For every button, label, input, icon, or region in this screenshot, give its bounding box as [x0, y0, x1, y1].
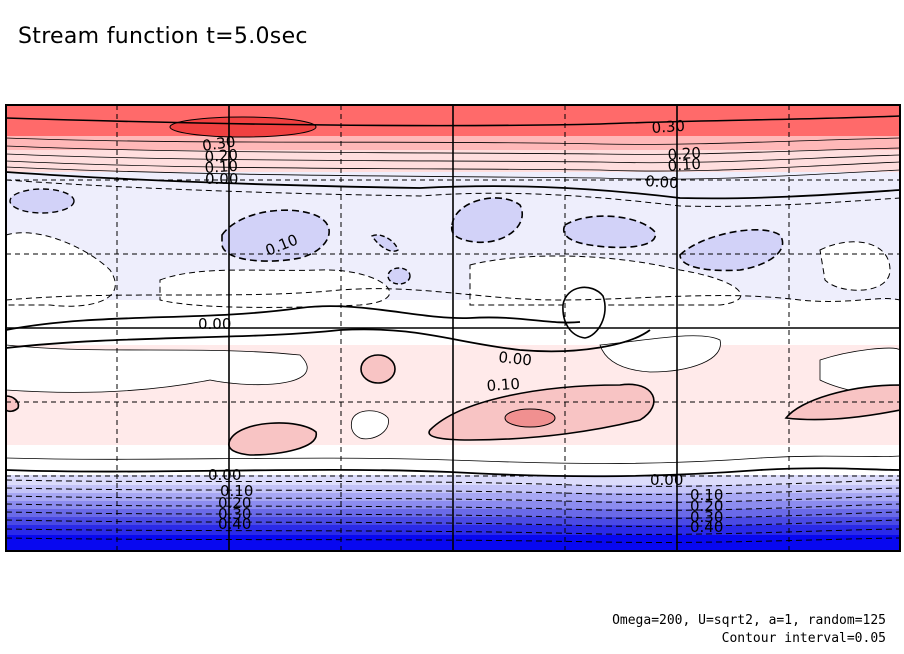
contour-top-0.15 — [6, 153, 900, 164]
zero-region-9 — [819, 347, 900, 396]
contour-label: 0.10 — [667, 155, 702, 175]
contour-label: 0.20 — [667, 144, 702, 164]
contour-label: 0.00 — [208, 466, 241, 484]
contour-label: 0.30 — [651, 117, 686, 137]
zero-region-1 — [6, 232, 116, 307]
contour-label: 0.40 — [690, 518, 723, 536]
contour-label: 0.20 — [690, 497, 723, 515]
contour-lower-0.05 — [6, 455, 900, 464]
contour-lower-neg0.25 — [6, 511, 900, 519]
neg-cell-1 — [9, 188, 75, 214]
neg-cell-7 — [370, 234, 399, 252]
contour-lower-neg0.20 — [6, 503, 900, 511]
pos-cell-6 — [6, 395, 20, 413]
pos-cell-3 — [228, 422, 317, 456]
contour-label: 0.20 — [218, 494, 251, 512]
contour-lower-0.00 — [6, 467, 900, 478]
max-cell — [169, 116, 317, 138]
contour-center-0.00-a — [6, 305, 581, 331]
zero-region-4 — [469, 255, 742, 306]
contour-label: 0.10 — [204, 157, 239, 177]
grid-major — [6, 105, 900, 551]
contour-top-0.20 — [6, 145, 900, 155]
neg-cell-6 — [387, 267, 411, 285]
contour-lower-neg0.05 — [6, 479, 900, 487]
contour-label: 0.00 — [205, 170, 238, 188]
contour-lower-neg0.40 — [6, 537, 900, 543]
pos-cell-2 — [504, 408, 556, 428]
contour-label: 0.10 — [486, 375, 521, 395]
contour-top-0.30 — [6, 115, 900, 127]
chart-title: Stream function t=5.0sec — [18, 24, 308, 49]
contour-top-0.05 — [6, 166, 900, 180]
plot-frame — [5, 104, 901, 552]
contour-label: 0.20 — [204, 146, 239, 166]
contour-lower-neg0.35 — [6, 528, 900, 535]
contour-lower-neg0.10 — [6, 487, 900, 495]
contour-label: 0.10 — [690, 486, 723, 504]
zero-region-8 — [350, 410, 389, 440]
contour-label: 0.00 — [645, 172, 680, 192]
footer-contour-interval: Contour interval=0.05 — [721, 631, 886, 646]
zero-region-2 — [159, 269, 391, 308]
neg-cell-4 — [563, 215, 657, 249]
contour-label: 0.00 — [498, 348, 533, 369]
contour-label: 0.30 — [690, 508, 723, 526]
grid — [6, 105, 900, 551]
neg-cell-2 — [221, 209, 330, 262]
footer-parameters: Omega=200, U=sqrt2, a=1, random=125 — [612, 613, 886, 628]
contour-label: 0.30 — [201, 132, 237, 154]
contour-label: 0.30 — [218, 505, 251, 523]
contour-label: 0.10 — [220, 482, 253, 500]
contour-lower-neg0.30 — [6, 519, 900, 527]
contour-label: 0.00 — [650, 471, 683, 489]
contour-center-0.05 — [6, 288, 900, 302]
neg-cell-3 — [450, 197, 523, 244]
pos-cell-4 — [360, 354, 396, 384]
zero-region-3 — [819, 241, 891, 291]
neg-cell-5 — [679, 228, 784, 272]
contour-label: 0.00 — [198, 315, 231, 333]
zero-region-7 — [599, 335, 721, 373]
contour-top-0.25 — [6, 137, 900, 145]
contour-top-neg0.05 — [6, 179, 900, 207]
contour-top-0.00 — [6, 171, 900, 200]
contour-center-0.00-b — [6, 328, 651, 353]
contour-label: 0.40 — [218, 515, 251, 533]
contour-top-0.10 — [6, 160, 900, 172]
contour-lower-neg0.15 — [6, 495, 900, 503]
zero-region-6 — [6, 344, 308, 393]
